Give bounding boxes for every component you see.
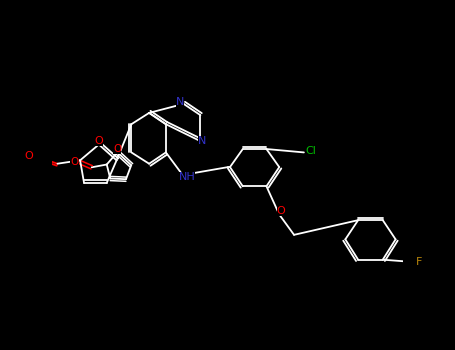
Text: O: O: [113, 145, 121, 154]
Text: F: F: [416, 257, 423, 267]
Text: NH: NH: [179, 172, 195, 182]
Text: O: O: [71, 157, 79, 167]
Text: N: N: [198, 136, 206, 146]
Text: Cl: Cl: [305, 146, 316, 156]
Text: N: N: [176, 97, 184, 107]
Text: O: O: [277, 206, 285, 216]
Text: O: O: [95, 136, 103, 146]
Text: O: O: [25, 151, 34, 161]
